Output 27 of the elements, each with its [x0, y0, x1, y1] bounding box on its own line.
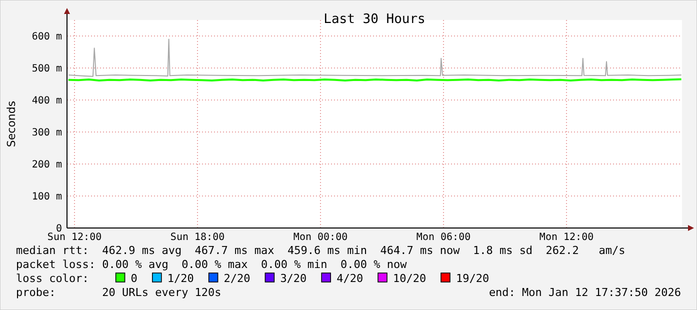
y-tick-label: 0 — [56, 224, 62, 234]
y-axis-title: Seconds — [5, 100, 18, 148]
y-tick-label: 300 m — [32, 128, 62, 138]
legend-label: 10/20 — [393, 272, 426, 285]
text: median rtt: 462.9 ms avg 467.7 ms max 459.6 ms min 464.7 ms now 1.8 ms sd 262.2 am/s — [16, 244, 626, 257]
legend-label: 19/20 — [456, 272, 490, 285]
y-tick-label: 200 m — [32, 160, 62, 170]
chart-title: Last 30 Hours — [324, 12, 426, 27]
text: end: Mon Jan 12 17:37:50 2026 — [488, 286, 681, 299]
y-tick-label: 500 m — [32, 64, 62, 74]
legend-label: 3/20 — [280, 272, 307, 285]
y-tick-label: 400 m — [32, 96, 62, 106]
legend-label: 0 — [130, 272, 138, 285]
x-tick-label: Mon 00:00 — [293, 232, 348, 243]
legend-label: 4/20 — [336, 272, 364, 285]
x-tick-label: Mon 12:00 — [539, 232, 594, 243]
y-tick-label: 100 m — [32, 192, 62, 202]
text: probe: 20 URLs every 120s — [16, 286, 222, 299]
x-tick-label: Sun 18:00 — [170, 232, 225, 243]
x-tick-label: Mon 06:00 — [416, 232, 471, 243]
y-tick-label: 600 m — [32, 32, 62, 42]
legend-label: 2/20 — [224, 272, 250, 285]
legend-label: 1/20 — [167, 272, 194, 285]
x-tick-label: Sun 12:00 — [47, 232, 102, 243]
legend-title: loss color: — [16, 272, 89, 285]
text: packet loss: 0.00 % avg 0.00 % max 0.00 % min 0.00 % now — [16, 258, 408, 271]
line-series — [68, 38, 682, 77]
